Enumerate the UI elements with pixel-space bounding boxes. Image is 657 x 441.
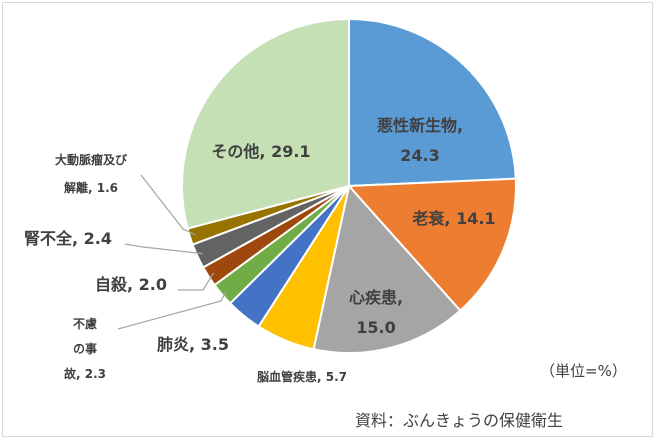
leader-line-9 bbox=[140, 174, 196, 236]
data-label-line: その他, 29.1 bbox=[211, 142, 310, 161]
data-label-line: 脳血管疾患, 5.7 bbox=[257, 369, 347, 384]
data-label-7: 自殺, 2.0 bbox=[95, 275, 167, 294]
data-label-line: 肺炎, 3.5 bbox=[157, 335, 229, 354]
data-label-line: 24.3 bbox=[400, 146, 439, 165]
source-note: 資料：ぶんきょうの保健衛生 bbox=[355, 411, 564, 430]
data-label-5: 肺炎, 3.5 bbox=[157, 335, 229, 354]
data-label-line: 15.0 bbox=[356, 318, 395, 337]
data-label-line: 悪性新生物, bbox=[377, 116, 463, 135]
pie-slice-2 bbox=[346, 177, 517, 312]
pie-chart: 悪性新生物, 24.3 老衰, 14.1 心疾患, 15.0 脳血管疾患, 5.7 肺炎, … bbox=[24, 17, 517, 384]
data-label-line: の事 bbox=[73, 341, 97, 356]
pie-slice-1 bbox=[348, 17, 517, 188]
unit-note: （単位=%） bbox=[540, 362, 627, 380]
data-label-line: 自殺, 2.0 bbox=[95, 275, 167, 294]
data-label-line: 老衰, 14.1 bbox=[411, 209, 495, 228]
data-label-4: 脳血管疾患, 5.7 bbox=[257, 369, 347, 384]
pie-slice-3 bbox=[312, 183, 462, 354]
data-label-line: 腎不全, 2.4 bbox=[24, 229, 112, 248]
pie-slices bbox=[181, 17, 517, 354]
data-label-line: 故, 2.3 bbox=[64, 366, 106, 381]
leader-line-7 bbox=[178, 272, 215, 291]
leader-lines bbox=[117, 174, 228, 330]
data-label-6: 不慮の事故, 2.3 bbox=[64, 316, 106, 381]
data-label-10: その他, 29.1 bbox=[211, 142, 310, 161]
chart-frame: 悪性新生物, 24.3 老衰, 14.1 心疾患, 15.0 脳血管疾患, 5.7 肺炎, … bbox=[2, 2, 653, 437]
pie-slice-10 bbox=[181, 17, 350, 230]
data-label-line: 解離, 1.6 bbox=[64, 180, 118, 195]
data-label-9: 大動脈瘤及び解離, 1.6 bbox=[55, 152, 128, 195]
data-label-line: 大動脈瘤及び bbox=[55, 152, 128, 167]
data-label-1: 悪性新生物, 24.3 bbox=[377, 116, 463, 165]
data-label-8: 腎不全, 2.4 bbox=[24, 229, 112, 248]
data-label-line: 不慮 bbox=[73, 316, 97, 331]
data-labels: 悪性新生物, 24.3 老衰, 14.1 心疾患, 15.0 脳血管疾患, 5.7 肺炎, … bbox=[24, 116, 496, 384]
leader-line-8 bbox=[124, 243, 203, 255]
data-label-3: 心疾患, 15.0 bbox=[349, 288, 403, 337]
leader-line-6 bbox=[117, 290, 228, 330]
data-label-2: 老衰, 14.1 bbox=[411, 209, 495, 228]
data-label-line: 心疾患, bbox=[349, 288, 403, 307]
